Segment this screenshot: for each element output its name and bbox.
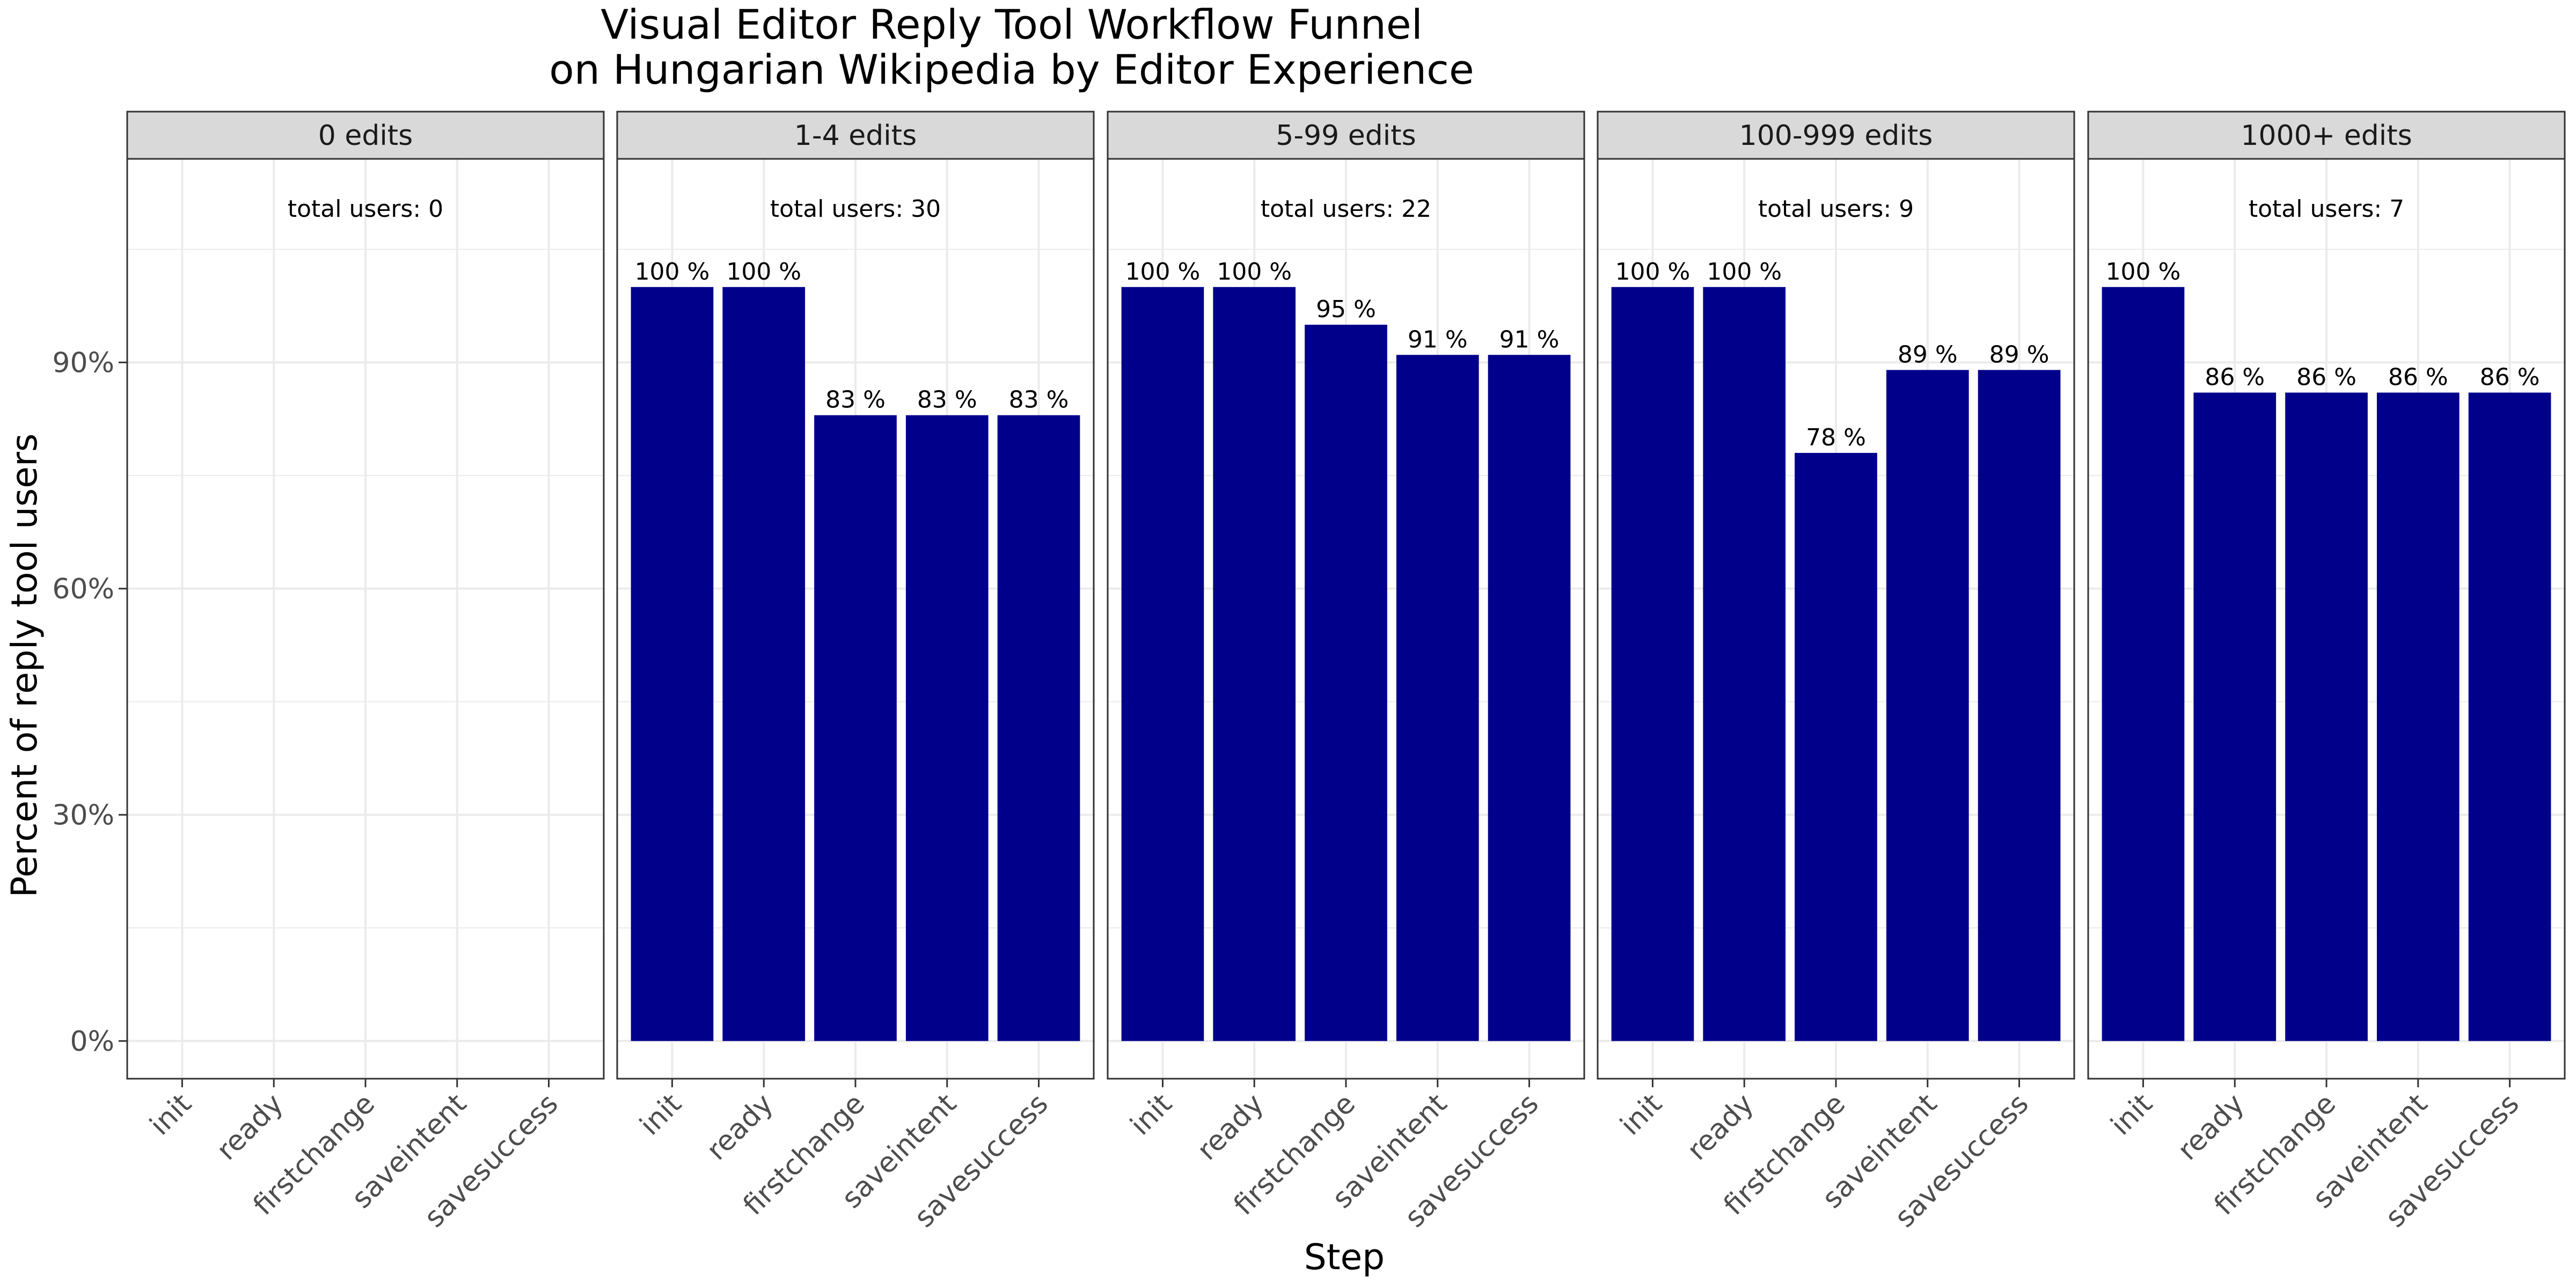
- bar-value-label: 83 %: [825, 386, 885, 414]
- bar: [631, 287, 714, 1041]
- bar: [1396, 355, 1479, 1041]
- bar-value-label: 91 %: [1408, 326, 1468, 353]
- bar: [1213, 287, 1296, 1041]
- total-users-label: total users: 30: [770, 195, 941, 223]
- facet-strip-label: 5-99 edits: [1276, 120, 1416, 152]
- bar: [722, 287, 806, 1041]
- total-users-label: total users: 22: [1261, 195, 1431, 223]
- bar: [1978, 370, 2061, 1041]
- bar: [1121, 287, 1204, 1041]
- bar: [1305, 325, 1387, 1041]
- bar-value-label: 100 %: [635, 258, 710, 286]
- y-tick-label: 60%: [52, 573, 114, 605]
- facet-strip-label: 1000+ edits: [2241, 120, 2412, 152]
- y-tick-label: 0%: [70, 1026, 115, 1058]
- total-users-label: total users: 7: [2249, 195, 2404, 223]
- bar-value-label: 78 %: [1806, 424, 1866, 451]
- facet-strip: [1107, 111, 1585, 160]
- x-axis-title: Step: [1304, 1236, 1385, 1278]
- y-axis-title: Percent of reply tool users: [4, 434, 45, 898]
- facet-panel: 100 % 100 % 78 % 89 % 89 % total users: 9 100-…: [1597, 111, 2075, 1234]
- bar-value-label: 83 %: [917, 386, 977, 414]
- chart-title-line-1: Visual Editor Reply Tool Workflow Funnel: [601, 1, 1423, 48]
- total-users-label: total users: 0: [288, 195, 443, 223]
- facet-panel: 100 % 100 % 95 % 91 % 91 % total users: 22 5-9…: [1107, 111, 1585, 1234]
- bar: [814, 415, 897, 1041]
- bar-value-label: 100 %: [726, 258, 801, 286]
- facet-panel: 100 % 86 % 86 % 86 % 86 % total users: 7 1000+…: [2087, 111, 2566, 1234]
- bar: [997, 415, 1080, 1041]
- bar-value-label: 86 %: [2205, 364, 2265, 391]
- bar: [1703, 287, 1786, 1041]
- y-tick-label: 90%: [52, 347, 114, 379]
- bar-value-label: 100 %: [1615, 258, 1690, 286]
- facet-panel: 100 % 100 % 83 % 83 % 83 % total users: 30 1-4…: [616, 111, 1095, 1234]
- bar: [2193, 392, 2277, 1041]
- bar: [1795, 452, 1877, 1041]
- facet-strip-label: 100-999 edits: [1739, 120, 1933, 152]
- bar-value-label: 100 %: [2106, 258, 2181, 286]
- bar-value-label: 100 %: [1125, 258, 1201, 286]
- bar: [905, 415, 989, 1041]
- bar: [2376, 392, 2460, 1041]
- bar-value-label: 86 %: [2388, 364, 2448, 391]
- bar-value-label: 89 %: [1898, 341, 1958, 368]
- y-tick-label: 30%: [52, 799, 114, 831]
- total-users-label: total users: 9: [1758, 195, 1914, 223]
- bar-value-label: 95 %: [1316, 296, 1376, 323]
- bar-value-label: 86 %: [2480, 364, 2540, 391]
- facet-strip-label: 0 edits: [318, 120, 413, 152]
- bar-value-label: 86 %: [2296, 364, 2357, 391]
- facet-strip: [2087, 111, 2566, 160]
- bar: [2468, 392, 2551, 1041]
- bar-value-label: 89 %: [1989, 341, 2050, 368]
- bar: [1488, 355, 1571, 1041]
- chart-title-line-2: on Hungarian Wikipedia by Editor Experie…: [549, 46, 1474, 93]
- facet-strip: [126, 111, 605, 160]
- bar: [2102, 287, 2185, 1041]
- bar-value-label: 100 %: [1707, 258, 1782, 286]
- bar-value-label: 91 %: [1499, 326, 1560, 353]
- y-axis: 0% 30% 60% 90%: [52, 347, 127, 1058]
- bar-value-label: 100 %: [1217, 258, 1292, 286]
- bar-value-label: 83 %: [1009, 386, 1069, 414]
- facet-strip-label: 1-4 edits: [794, 120, 917, 152]
- bar: [1611, 287, 1694, 1041]
- facet-strip: [1597, 111, 2075, 160]
- facet-strip: [616, 111, 1095, 160]
- bar: [1886, 370, 1969, 1041]
- bar: [2285, 392, 2368, 1041]
